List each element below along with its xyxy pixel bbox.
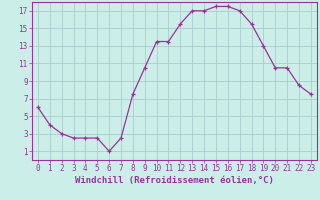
X-axis label: Windchill (Refroidissement éolien,°C): Windchill (Refroidissement éolien,°C) — [75, 176, 274, 185]
